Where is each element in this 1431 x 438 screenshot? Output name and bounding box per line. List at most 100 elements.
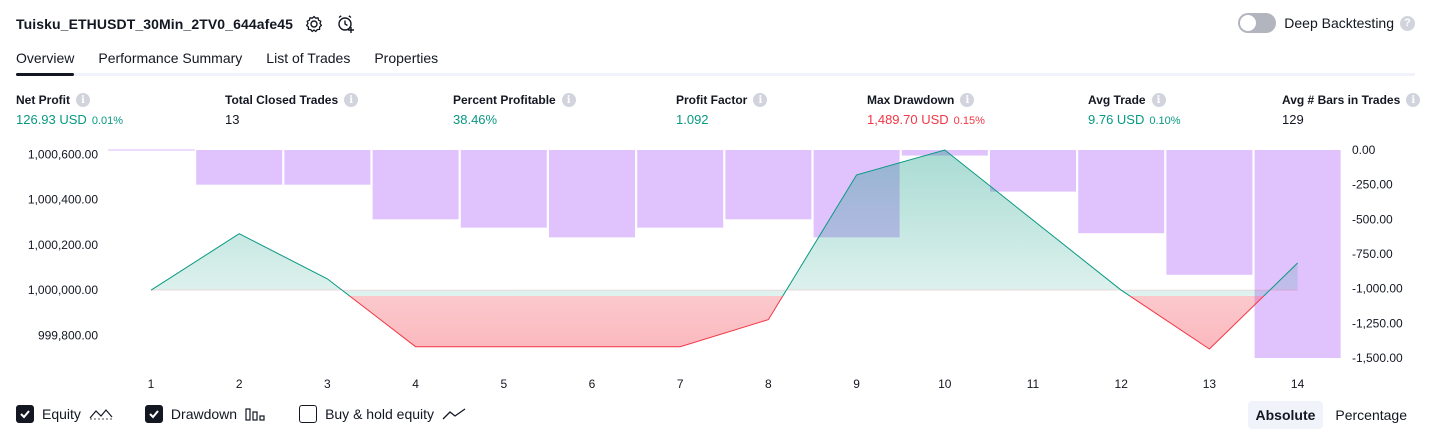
left-axis: 1,000,600.00 1,000,400.00 1,000,200.00 1,00… bbox=[28, 148, 98, 343]
metrics-row: Net Profit i 126.93 USD 0.01% Total Closed… bbox=[0, 93, 1431, 133]
buy-hold-checkbox[interactable] bbox=[299, 405, 318, 423]
drawdown-bar bbox=[1078, 150, 1165, 234]
x-axis-tick: 13 bbox=[1203, 377, 1217, 391]
scale-mode-switch: Absolute Percentage bbox=[1244, 401, 1416, 429]
help-icon[interactable]: ? bbox=[1400, 15, 1415, 31]
right-axis-tick: 0.00 bbox=[1352, 143, 1376, 157]
info-icon[interactable]: i bbox=[344, 93, 359, 107]
legend-label: Drawdown bbox=[170, 406, 238, 422]
right-axis-tick: -1,000.00 bbox=[1352, 282, 1403, 296]
tab-bar: Overview Performance Summary List of Tra… bbox=[16, 46, 462, 76]
metric-value: 1.092 bbox=[676, 112, 709, 127]
add-alert-icon[interactable] bbox=[335, 13, 357, 35]
metric-profit-factor: Profit Factor i 1.092 bbox=[676, 93, 768, 127]
x-axis-tick: 9 bbox=[853, 377, 860, 391]
equity-line-icon bbox=[89, 407, 113, 421]
legend-buy-hold[interactable]: Buy & hold equity bbox=[299, 405, 466, 423]
x-axis-tick: 14 bbox=[1291, 377, 1305, 391]
metric-label: Net Profit bbox=[16, 93, 70, 107]
x-axis-tick: 10 bbox=[938, 377, 952, 391]
metric-avg-trade: Avg Trade i 9.76 USD 0.10% bbox=[1088, 93, 1181, 127]
metric-percent-profitable: Percent Profitable i 38.46% bbox=[453, 93, 576, 127]
drawdown-checkbox[interactable] bbox=[144, 405, 163, 423]
drawdown-bar bbox=[637, 150, 724, 228]
metric-label: Max Drawdown bbox=[867, 93, 955, 107]
metric-label: Percent Profitable bbox=[453, 93, 556, 107]
metric-value: 1,489.70 USD bbox=[867, 112, 949, 127]
equity-line-positive bbox=[150, 149, 1298, 296]
left-axis-tick: 999,800.00 bbox=[38, 328, 98, 342]
info-icon[interactable]: i bbox=[753, 93, 768, 107]
drawdown-bar bbox=[549, 150, 635, 238]
tab-list-of-trades[interactable]: List of Trades bbox=[266, 50, 351, 66]
metric-value: 126.93 USD bbox=[16, 112, 87, 127]
legend-drawdown[interactable]: Drawdown bbox=[144, 405, 267, 423]
left-axis-tick: 1,000,400.00 bbox=[28, 193, 98, 207]
drawdown-bar bbox=[460, 150, 547, 228]
settings-icon[interactable] bbox=[303, 13, 325, 35]
left-axis-tick: 1,000,600.00 bbox=[28, 148, 98, 162]
tabs-underline bbox=[16, 73, 1415, 76]
equity-area-positive bbox=[151, 150, 1298, 296]
percentage-button[interactable]: Percentage bbox=[1335, 407, 1407, 423]
drawdown-bar bbox=[1166, 150, 1253, 275]
drawdown-bar bbox=[725, 150, 812, 220]
equity-area-negative bbox=[349, 296, 1264, 349]
metric-value: 129 bbox=[1282, 112, 1304, 127]
metric-net-profit: Net Profit i 126.93 USD 0.01% bbox=[16, 93, 123, 127]
legend-equity[interactable]: Equity bbox=[16, 405, 113, 423]
x-axis-tick: 2 bbox=[236, 377, 243, 391]
drawdown-bar bbox=[1254, 150, 1341, 358]
x-axis: 1 2 3 4 5 6 7 8 9 10 11 12 13 14 bbox=[148, 377, 1305, 391]
equity-line bbox=[150, 149, 1298, 350]
info-icon[interactable]: i bbox=[960, 93, 975, 107]
deep-backtesting: Deep Backtesting ? bbox=[1238, 13, 1415, 33]
equity-chart[interactable]: 1,000,600.00 1,000,400.00 1,000,200.00 1,00… bbox=[0, 138, 1431, 396]
metric-label: Avg Trade bbox=[1088, 93, 1146, 107]
metric-label: Total Closed Trades bbox=[225, 93, 339, 107]
info-icon[interactable]: i bbox=[76, 93, 90, 107]
metric-percent: 0.15% bbox=[953, 115, 985, 127]
absolute-button[interactable]: Absolute bbox=[1247, 401, 1324, 429]
x-axis-tick: 5 bbox=[500, 377, 507, 391]
equity-checkbox[interactable] bbox=[16, 405, 34, 423]
x-axis-tick: 1 bbox=[148, 377, 155, 391]
legend-label: Buy & hold equity bbox=[325, 406, 435, 422]
metric-percent: 0.10% bbox=[1149, 115, 1181, 127]
metric-total-closed-trades: Total Closed Trades i 13 bbox=[225, 93, 359, 127]
right-axis-tick: -250.00 bbox=[1352, 178, 1393, 192]
metric-value: 38.46% bbox=[453, 112, 498, 127]
right-axis-tick: -750.00 bbox=[1352, 247, 1393, 261]
x-axis-tick: 4 bbox=[412, 377, 419, 391]
equity-line-negative bbox=[348, 296, 1265, 350]
metric-avg-bars-in-trades: Avg # Bars in Trades i 129 bbox=[1282, 93, 1421, 127]
right-axis-tick: -1,250.00 bbox=[1352, 316, 1403, 330]
legend-label: Equity bbox=[42, 406, 81, 422]
metric-value: 9.76 USD bbox=[1088, 112, 1145, 127]
tab-performance-summary[interactable]: Performance Summary bbox=[98, 50, 243, 66]
tab-overview[interactable]: Overview bbox=[16, 46, 75, 76]
x-axis-tick: 3 bbox=[324, 377, 331, 391]
x-axis-tick: 7 bbox=[677, 377, 684, 391]
x-axis-tick: 11 bbox=[1027, 377, 1040, 391]
deep-backtesting-label: Deep Backtesting bbox=[1284, 15, 1394, 31]
deep-backtesting-toggle[interactable] bbox=[1238, 13, 1277, 33]
drawdown-bar bbox=[196, 150, 283, 185]
right-axis: 0.00 -250.00 -500.00 -750.00 -1,000.00 -1,250… bbox=[1352, 143, 1403, 365]
drawdown-bar bbox=[372, 150, 459, 220]
info-icon[interactable]: i bbox=[1406, 93, 1421, 107]
chart-legend: Equity Drawdown Buy & hold equity bbox=[16, 402, 498, 426]
tab-properties[interactable]: Properties bbox=[374, 50, 439, 66]
info-icon[interactable]: i bbox=[561, 93, 576, 107]
drawdown-bars-icon bbox=[245, 407, 267, 421]
metric-max-drawdown: Max Drawdown i 1,489.70 USD 0.15% bbox=[867, 93, 985, 127]
left-axis-tick: 1,000,000.00 bbox=[28, 283, 98, 297]
metric-label: Profit Factor bbox=[676, 93, 748, 107]
toggle-knob bbox=[1240, 15, 1257, 31]
x-axis-tick: 6 bbox=[589, 377, 596, 391]
metric-value: 13 bbox=[225, 112, 240, 127]
metric-label: Avg # Bars in Trades bbox=[1282, 93, 1401, 107]
info-icon[interactable]: i bbox=[1151, 93, 1166, 107]
right-axis-tick: -1,500.00 bbox=[1352, 351, 1403, 365]
left-axis-tick: 1,000,200.00 bbox=[28, 238, 98, 252]
